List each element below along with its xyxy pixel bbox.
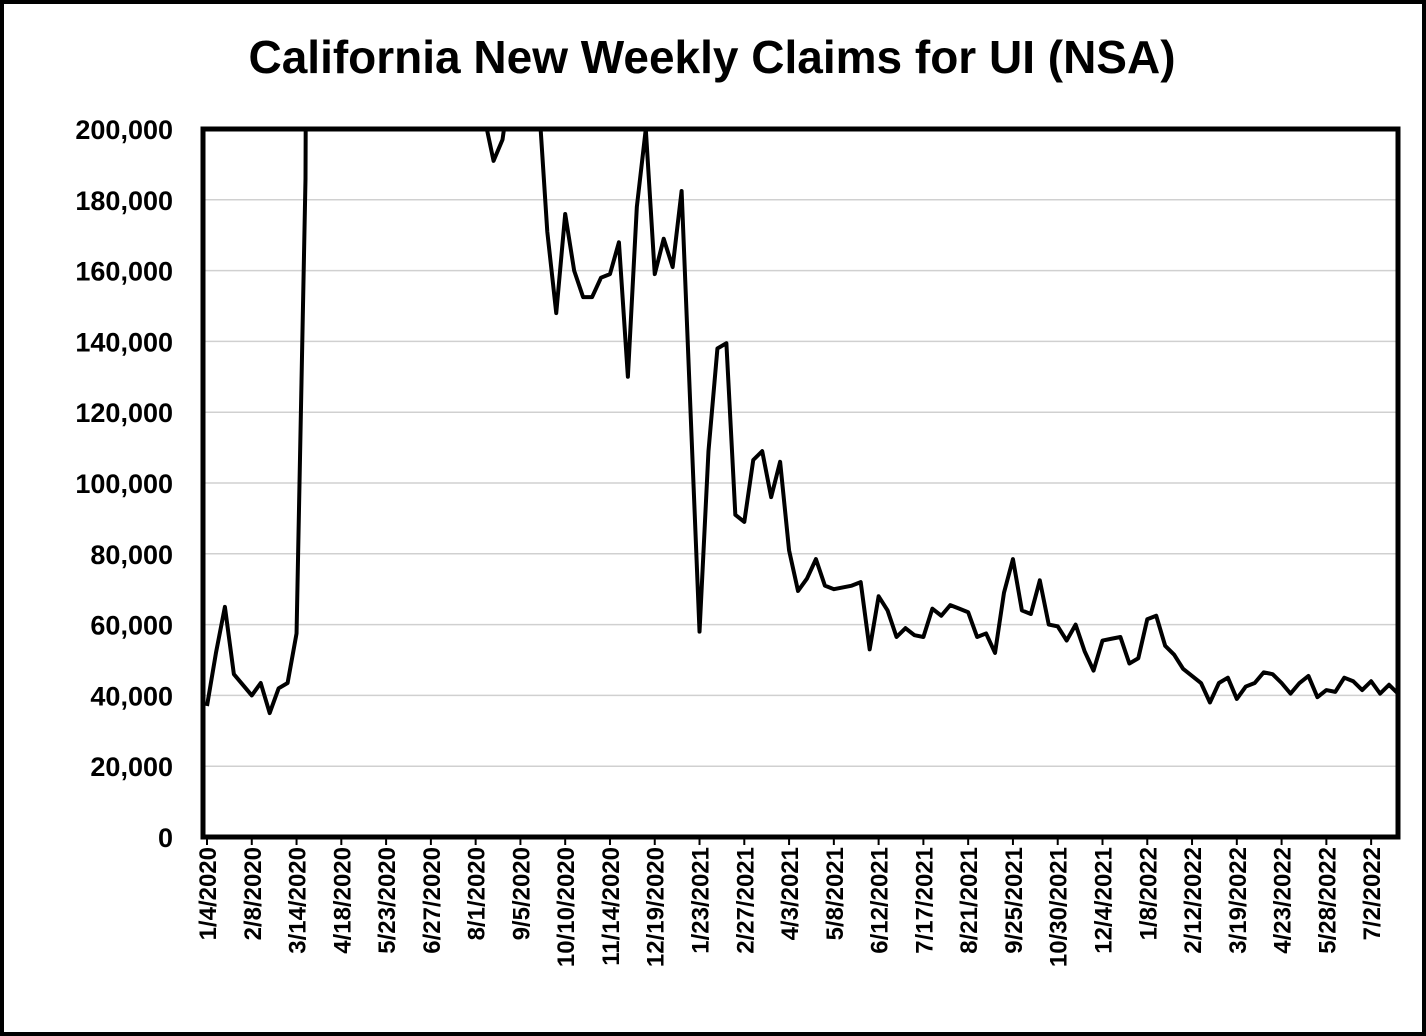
x-tick-label: 4/3/2021 <box>777 847 804 940</box>
x-tick-label: 1/4/2020 <box>195 847 222 940</box>
x-tick-label: 2/27/2021 <box>732 847 759 954</box>
y-tick-label: 180,000 <box>75 186 173 216</box>
x-tick-label: 3/14/2020 <box>285 847 312 954</box>
y-tick-label: 80,000 <box>90 540 173 570</box>
x-tick-label: 8/21/2021 <box>956 847 983 954</box>
x-tick-label: 5/23/2020 <box>374 847 401 954</box>
y-tick-label: 120,000 <box>75 398 173 428</box>
y-tick-label: 200,000 <box>75 115 173 145</box>
x-tick-label: 12/4/2021 <box>1090 847 1117 954</box>
x-tick-label: 2/12/2022 <box>1180 847 1207 954</box>
x-tick-label: 1/23/2021 <box>688 847 715 954</box>
x-tick-label: 4/18/2020 <box>329 847 356 954</box>
x-tick-label: 8/1/2020 <box>464 847 491 940</box>
y-tick-label: 140,000 <box>75 327 173 357</box>
y-tick-label: 60,000 <box>90 611 173 641</box>
x-tick-label: 2/8/2020 <box>240 847 267 940</box>
y-tick-label: 40,000 <box>90 681 173 711</box>
x-tick-label: 10/10/2020 <box>553 847 580 967</box>
x-tick-label: 9/5/2020 <box>508 847 535 940</box>
x-tick-label: 6/27/2020 <box>419 847 446 954</box>
x-tick-label: 4/23/2022 <box>1270 847 1297 954</box>
y-tick-label: 100,000 <box>75 469 173 499</box>
plot-lines <box>205 129 1398 716</box>
x-tick-label: 10/30/2021 <box>1046 847 1073 967</box>
x-tick-label: 3/19/2022 <box>1225 847 1252 954</box>
x-tick-label: 11/14/2020 <box>598 847 625 966</box>
x-tick-label: 7/17/2021 <box>911 847 938 954</box>
x-tick-label: 5/8/2021 <box>822 847 849 940</box>
x-tick-label: 7/2/2022 <box>1359 847 1386 940</box>
y-tick-label: 0 <box>158 823 173 853</box>
y-tick-label: 20,000 <box>90 752 173 782</box>
y-tick-label: 160,000 <box>75 257 173 287</box>
x-tick-label: 6/12/2021 <box>867 847 894 954</box>
x-tick-label: 9/25/2021 <box>1001 847 1028 954</box>
x-tick-label: 5/28/2022 <box>1314 847 1341 954</box>
plot-frame <box>200 126 1401 840</box>
chart-title: California New Weekly Claims for UI (NSA… <box>248 31 1175 83</box>
data-line <box>205 129 1398 716</box>
x-tick-label: 12/19/2020 <box>643 847 670 967</box>
x-tick-label: 1/8/2022 <box>1135 847 1162 940</box>
